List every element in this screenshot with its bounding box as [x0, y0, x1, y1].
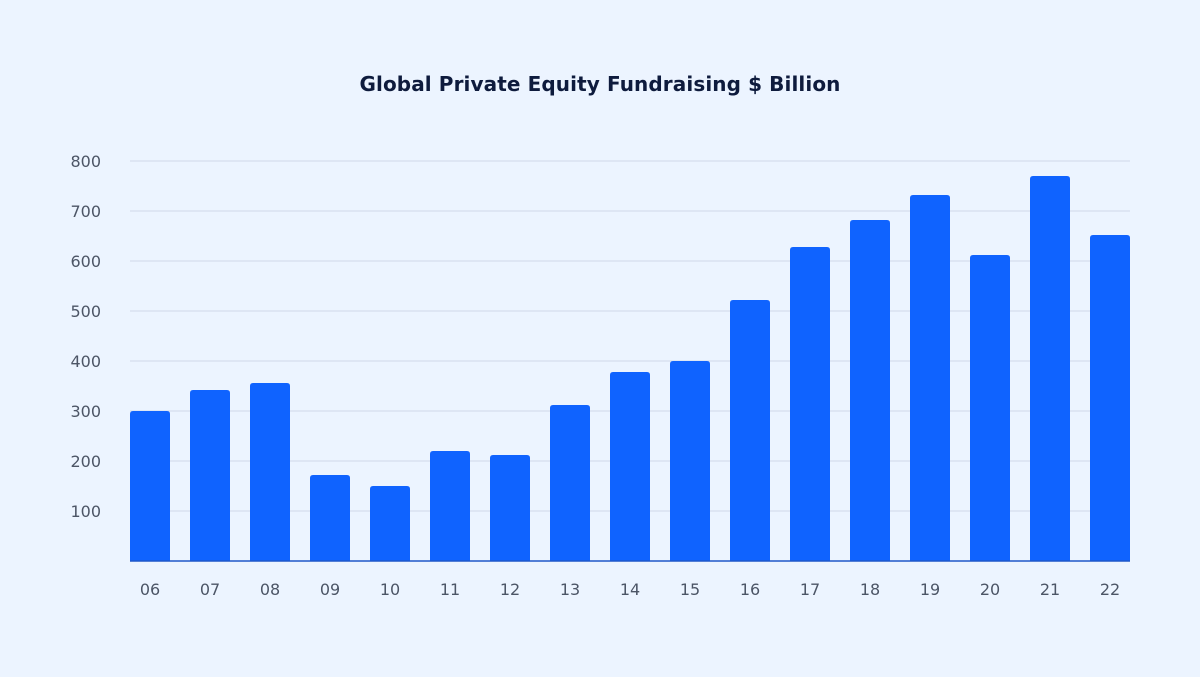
x-tick-label-18: 18	[860, 580, 880, 599]
bar-21	[1030, 176, 1070, 561]
bar-08	[250, 383, 290, 561]
y-tick-label-400: 400	[70, 352, 101, 371]
x-tick-label-11: 11	[440, 580, 460, 599]
bar-15	[670, 361, 710, 561]
bar-10	[370, 486, 410, 561]
bar-19	[910, 195, 950, 561]
x-tick-label-12: 12	[500, 580, 520, 599]
bar-18	[850, 220, 890, 561]
bar-14	[610, 372, 650, 561]
x-tick-label-22: 22	[1100, 580, 1120, 599]
x-tick-label-08: 08	[260, 580, 280, 599]
x-tick-label-16: 16	[740, 580, 760, 599]
bar-12	[490, 455, 530, 561]
x-tick-label-20: 20	[980, 580, 1000, 599]
bar-06	[130, 411, 170, 561]
x-tick-label-15: 15	[680, 580, 700, 599]
x-tick-label-10: 10	[380, 580, 400, 599]
label-layer: 100 200 300 400 500 600 700 800 06 07 08 09 10 11 12 13…	[70, 152, 1120, 599]
y-tick-label-200: 200	[70, 452, 101, 471]
x-tick-label-06: 06	[140, 580, 160, 599]
bar-22	[1090, 235, 1130, 561]
bar-16	[730, 300, 770, 561]
y-tick-label-100: 100	[70, 502, 101, 521]
y-tick-label-300: 300	[70, 402, 101, 421]
bar-11	[430, 451, 470, 561]
x-tick-label-09: 09	[320, 580, 340, 599]
bar-20	[970, 255, 1010, 561]
bar-07	[190, 390, 230, 561]
x-tick-label-21: 21	[1040, 580, 1060, 599]
x-tick-label-07: 07	[200, 580, 220, 599]
y-tick-label-500: 500	[70, 302, 101, 321]
bar-13	[550, 405, 590, 561]
y-tick-label-700: 700	[70, 202, 101, 221]
bar-layer	[130, 176, 1130, 561]
y-tick-label-600: 600	[70, 252, 101, 271]
y-tick-label-800: 800	[70, 152, 101, 171]
bar-17	[790, 247, 830, 561]
x-tick-label-17: 17	[800, 580, 820, 599]
x-tick-label-19: 19	[920, 580, 940, 599]
x-tick-label-13: 13	[560, 580, 580, 599]
chart-title: Global Private Equity Fundraising $ Bill…	[359, 72, 841, 96]
bar-09	[310, 475, 350, 561]
x-tick-label-14: 14	[620, 580, 640, 599]
